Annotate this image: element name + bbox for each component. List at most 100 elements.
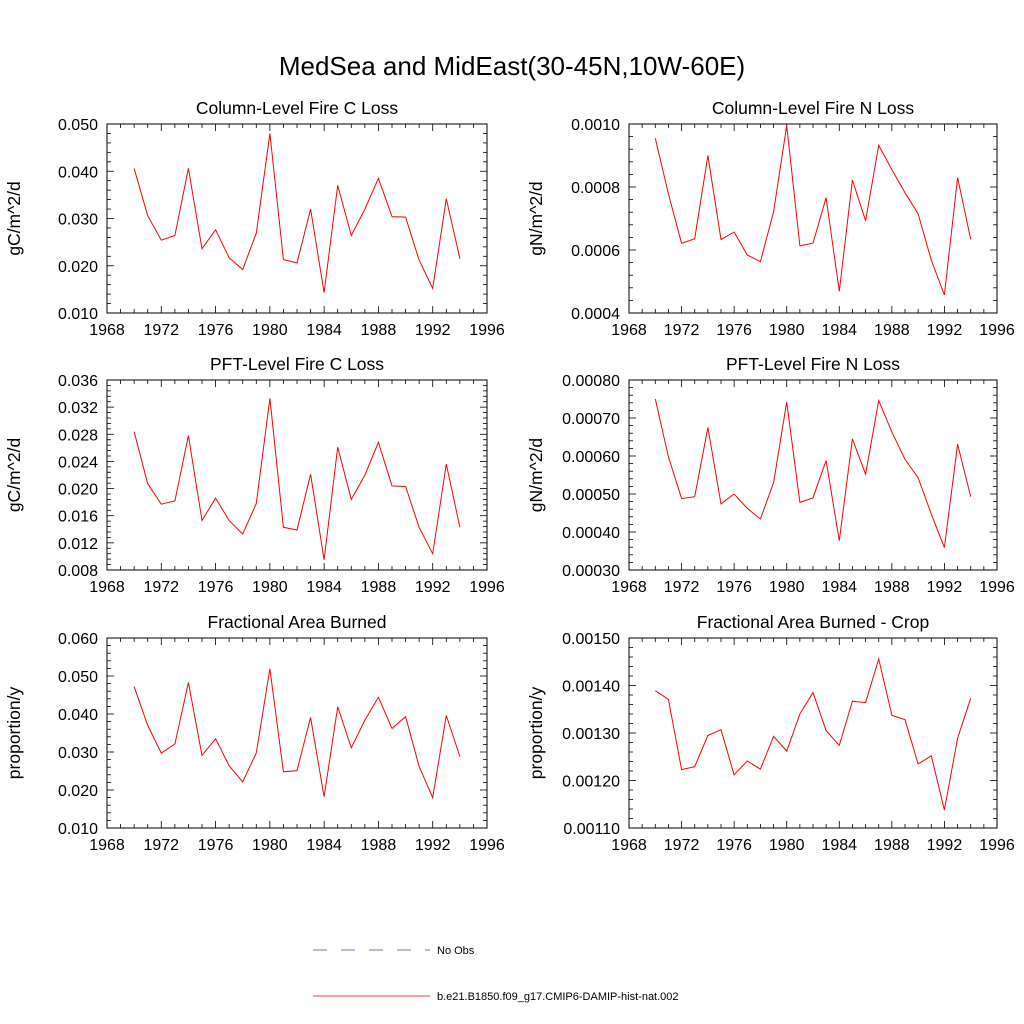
series-line (654, 125, 972, 296)
x-tick-label: 1992 (415, 322, 451, 339)
x-tick-label: 1992 (927, 837, 963, 854)
x-tick-label: 1988 (874, 837, 910, 854)
y-tick-label: 0.012 (58, 536, 98, 553)
y-tick-label: 0.00140 (562, 679, 620, 696)
x-tick-label: 1980 (252, 579, 288, 596)
x-tick-label: 1996 (979, 579, 1015, 596)
y-tick-label: 0.030 (58, 745, 98, 762)
series-line (133, 398, 461, 560)
x-tick-label: 1972 (143, 579, 179, 596)
chart-panel: 1968 1972 1976 1980 1984 1988 1992 1996 0.0004 0.… (526, 98, 1015, 339)
x-tick-label: 1988 (874, 322, 910, 339)
y-tick-label: 0.00150 (562, 631, 620, 648)
y-tick-label: 0.030 (58, 212, 98, 229)
y-tick-label: 0.00110 (563, 821, 620, 838)
y-tick-label: 0.010 (58, 821, 98, 838)
y-tick-label: 0.032 (58, 400, 98, 417)
y-tick-label: 0.040 (58, 164, 98, 181)
x-tick-label: 1972 (664, 579, 700, 596)
x-tick-label: 1972 (143, 322, 179, 339)
y-axis-label: gN/m^2/d (526, 438, 546, 512)
series-line (133, 668, 461, 800)
y-tick-label: 0.024 (58, 454, 98, 471)
chart-panel: 1968 1972 1976 1980 1984 1988 1992 1996 0.00030 0… (526, 354, 1015, 596)
y-tick-label: 0.020 (58, 259, 98, 276)
series-line (133, 133, 461, 293)
y-tick-label: 0.050 (58, 117, 98, 134)
x-tick-label: 1988 (361, 579, 397, 596)
legend-model-label: b.e21.B1850.f09_g17.CMIP6-DAMIP-hist-nat… (437, 991, 679, 1003)
x-tick-label: 1996 (469, 837, 505, 854)
chart-title: Column-Level Fire N Loss (712, 98, 915, 118)
x-tick-label: 1968 (89, 837, 125, 854)
y-tick-label: 0.016 (58, 509, 98, 526)
x-tick-label: 1992 (927, 322, 963, 339)
x-tick-label: 1992 (415, 579, 451, 596)
x-tick-label: 1980 (769, 579, 805, 596)
y-tick-label: 0.0006 (571, 243, 620, 260)
x-tick-label: 1996 (469, 579, 505, 596)
chart-panel: 1968 1972 1976 1980 1984 1988 1992 1996 0.00110 0… (526, 612, 1015, 854)
x-tick-label: 1980 (769, 322, 805, 339)
x-tick-label: 1984 (306, 322, 342, 339)
y-tick-label: 0.028 (58, 427, 98, 444)
x-tick-label: 1976 (716, 837, 752, 854)
x-tick-label: 1976 (198, 579, 234, 596)
y-tick-label: 0.020 (58, 783, 98, 800)
y-tick-label: 0.0008 (571, 180, 620, 197)
x-tick-label: 1988 (361, 322, 397, 339)
x-tick-label: 1980 (252, 322, 288, 339)
x-tick-label: 1968 (89, 579, 125, 596)
x-tick-label: 1984 (821, 579, 857, 596)
y-tick-label: 0.00070 (562, 411, 620, 428)
x-tick-label: 1968 (89, 322, 125, 339)
x-tick-label: 1984 (821, 322, 857, 339)
y-axis-label: proportion/y (526, 687, 546, 780)
x-tick-label: 1980 (769, 837, 805, 854)
legend: No Obs b.e21.B1850.f09_g17.CMIP6-DAMIP-h… (313, 945, 679, 1003)
y-tick-label: 0.00060 (562, 449, 620, 466)
figure-title: MedSea and MidEast(30-45N,10W-60E) (279, 51, 745, 81)
chart-panel: 1968 1972 1976 1980 1984 1988 1992 1996 0.008 0.0… (4, 354, 505, 596)
chart-title: Fractional Area Burned (208, 612, 387, 632)
chart-title: Fractional Area Burned - Crop (697, 612, 929, 632)
chart-title: PFT-Level Fire N Loss (726, 354, 900, 374)
x-tick-label: 1996 (469, 322, 505, 339)
series-line (655, 656, 972, 811)
chart-panel: 1968 1972 1976 1980 1984 1988 1992 1996 0.010 0.0… (4, 98, 505, 339)
x-tick-label: 1984 (306, 579, 342, 596)
panels-container: 1968 1972 1976 1980 1984 1988 1992 1996 0.010 0.0… (4, 98, 1015, 854)
x-tick-label: 1972 (143, 837, 179, 854)
y-tick-label: 0.060 (58, 631, 98, 648)
x-tick-label: 1976 (716, 322, 752, 339)
y-axis-label: gN/m^2/d (526, 181, 546, 255)
y-tick-label: 0.0010 (571, 117, 620, 134)
x-tick-label: 1972 (664, 322, 700, 339)
y-tick-label: 0.010 (58, 306, 98, 323)
x-tick-label: 1976 (198, 322, 234, 339)
x-tick-label: 1996 (979, 837, 1015, 854)
x-tick-label: 1988 (874, 579, 910, 596)
x-tick-label: 1976 (198, 837, 234, 854)
x-tick-label: 1968 (611, 322, 647, 339)
legend-obs-label: No Obs (437, 945, 475, 957)
y-tick-label: 0.00050 (562, 487, 620, 504)
y-tick-label: 0.040 (58, 707, 98, 724)
y-axis-label: proportion/y (4, 687, 24, 780)
y-tick-label: 0.00120 (562, 774, 620, 791)
y-axis-label: gC/m^2/d (4, 181, 24, 255)
chart-title: PFT-Level Fire C Loss (210, 354, 384, 374)
x-tick-label: 1992 (415, 837, 451, 854)
x-tick-label: 1972 (664, 837, 700, 854)
series-line (654, 398, 972, 548)
y-tick-label: 0.00130 (562, 726, 620, 743)
y-tick-label: 0.0004 (571, 306, 620, 323)
y-tick-label: 0.00080 (562, 373, 620, 390)
x-tick-label: 1992 (927, 579, 963, 596)
x-tick-label: 1996 (979, 322, 1015, 339)
y-tick-label: 0.00030 (562, 563, 620, 580)
x-tick-label: 1968 (611, 579, 647, 596)
y-axis-label: gC/m^2/d (4, 438, 24, 512)
